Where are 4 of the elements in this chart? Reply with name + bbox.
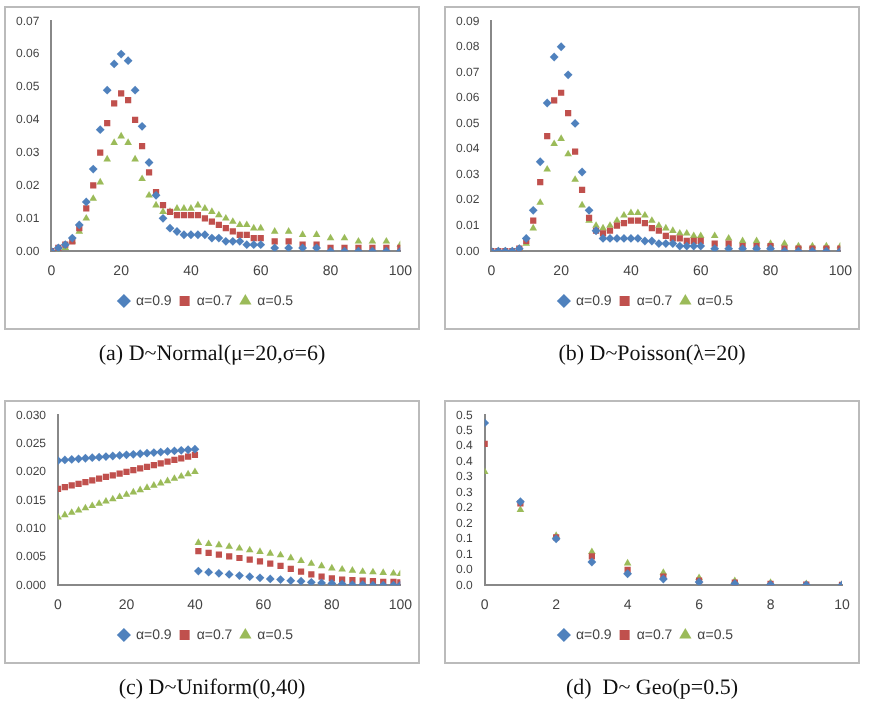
text: (b) D~Poisson(λ=20)	[556, 342, 748, 366]
text: (d) D~ Geo(p=0.5)	[563, 676, 741, 700]
text: (a) D~Normal(μ=20,σ=6)	[96, 342, 328, 366]
text: (c) D~Uniform(0,40)	[116, 676, 308, 700]
